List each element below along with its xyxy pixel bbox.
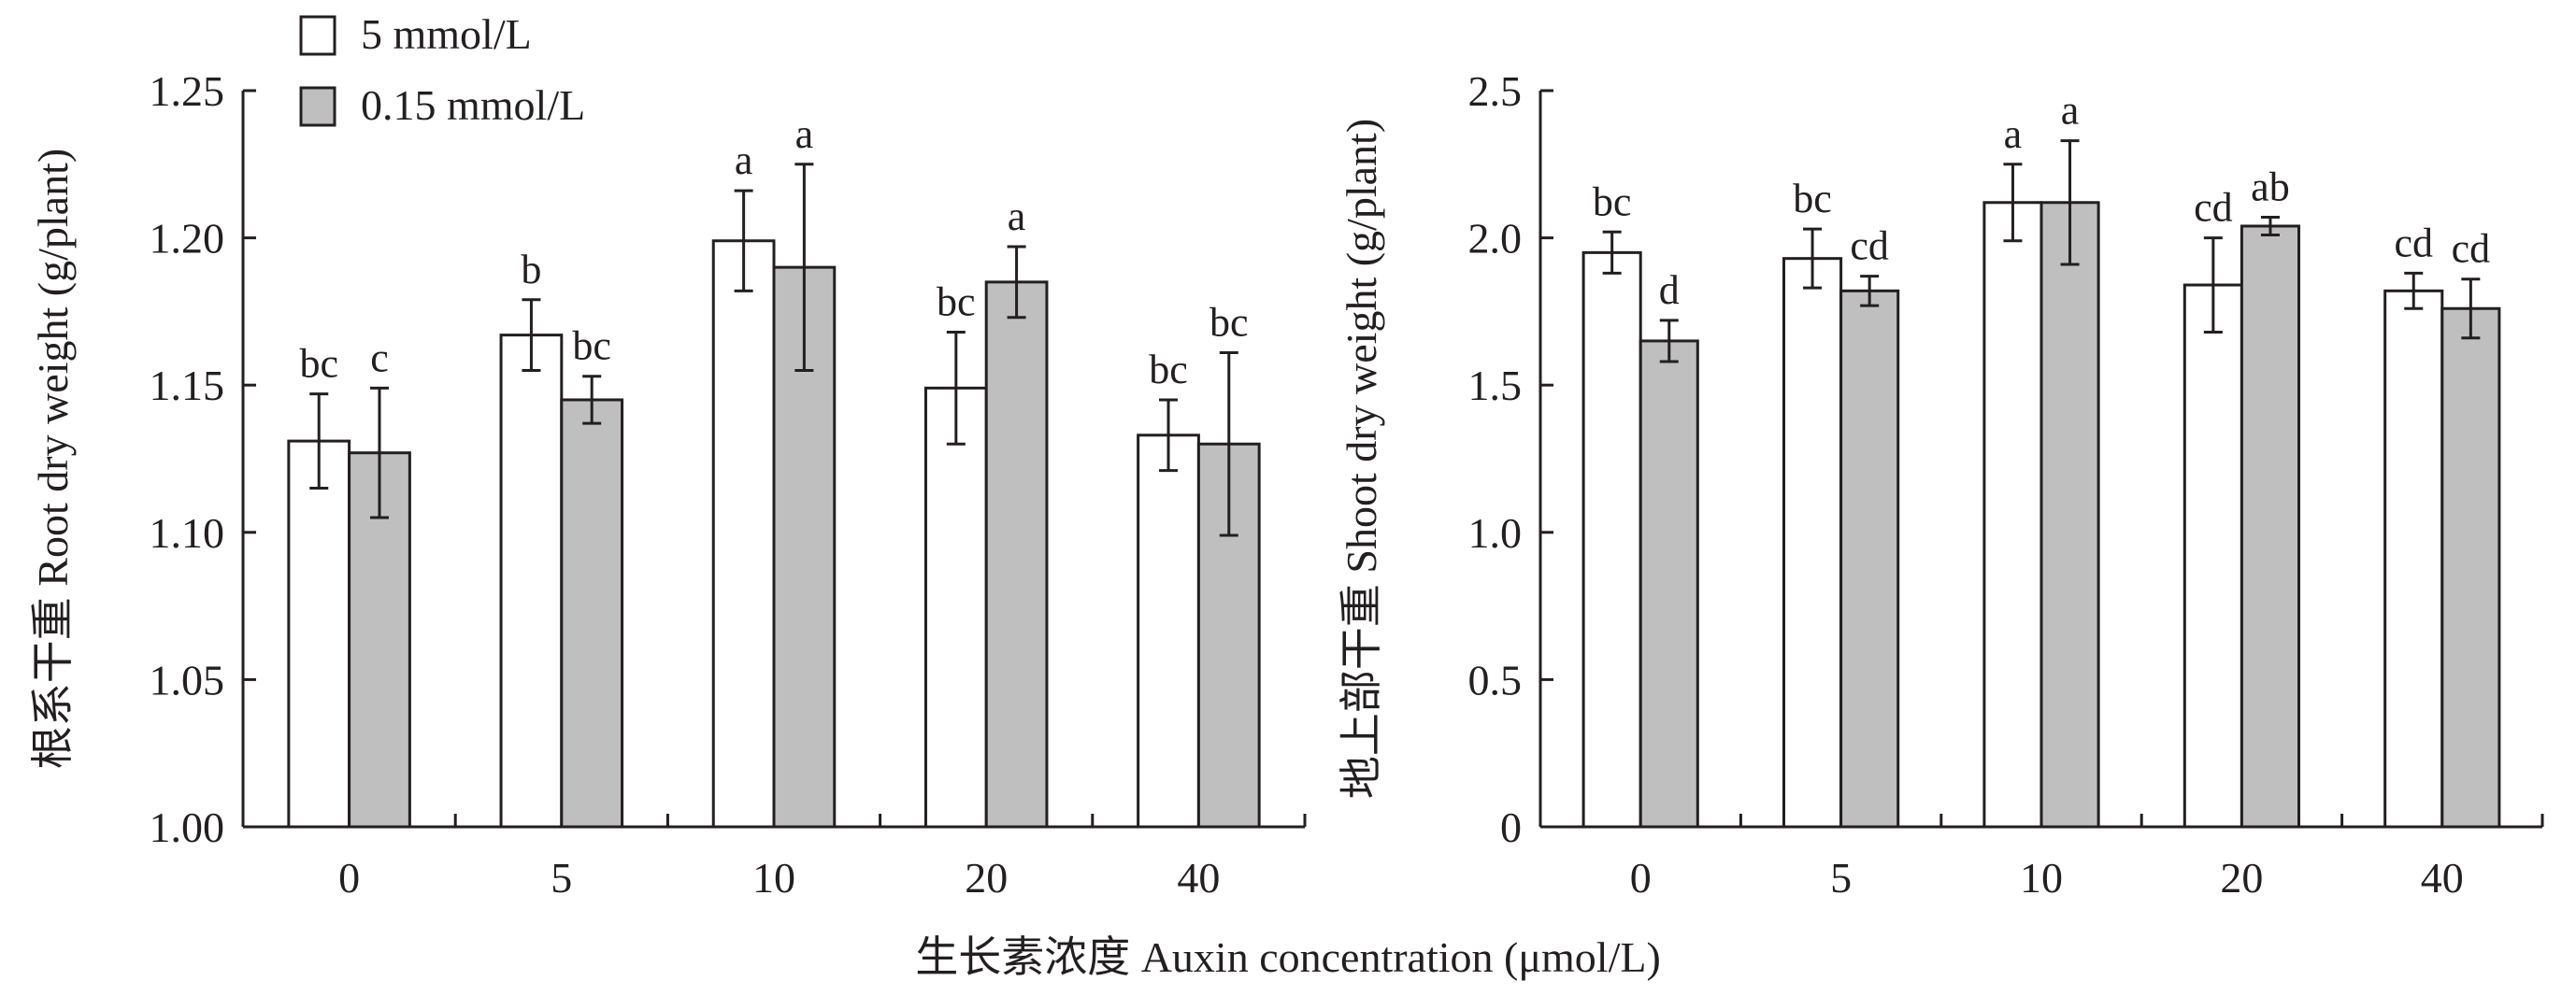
legend: 5 mmol/L 0.15 mmol/L xyxy=(299,10,585,129)
significance-letter: bc xyxy=(1593,178,1632,224)
y-tick-label: 1.5 xyxy=(1468,362,1523,409)
x-tick-label: 5 xyxy=(551,854,572,902)
bar xyxy=(2383,289,2444,829)
significance-letter: bc xyxy=(1793,176,1832,221)
significance-letter: a xyxy=(1008,193,1026,239)
bar xyxy=(1581,250,1642,829)
bar xyxy=(2039,201,2100,829)
significance-letter: a xyxy=(2004,111,2023,157)
significance-letter: cd xyxy=(1850,223,1889,269)
y-tick-label: 1.05 xyxy=(150,656,225,704)
y-tick-label: 1.10 xyxy=(150,509,225,557)
bar xyxy=(1782,257,1843,829)
y-tick-label: 0.5 xyxy=(1468,656,1523,704)
significance-letter: b xyxy=(521,247,541,292)
y-axis-title: 地上部干重 Shoot dry weight (g/plant) xyxy=(1338,119,1385,799)
x-axis-title: 生长素浓度 Auxin concentration (μmol/L) xyxy=(915,933,1661,981)
x-tick-label: 5 xyxy=(1830,854,1852,902)
bar xyxy=(560,398,624,829)
significance-letter: cd xyxy=(2452,226,2491,272)
legend-swatch xyxy=(299,15,336,56)
y-tick-label: 1.00 xyxy=(150,803,225,851)
x-tick-label: 20 xyxy=(2220,854,2263,902)
bar xyxy=(1839,289,1900,829)
significance-letter: ab xyxy=(2251,164,2290,210)
significance-letter: c xyxy=(370,334,389,380)
x-tick-label: 20 xyxy=(965,854,1008,902)
y-tick-label: 1.0 xyxy=(1468,509,1523,557)
legend-label: 0.15 mmol/L xyxy=(361,81,585,129)
significance-letter: a xyxy=(795,111,814,157)
bar xyxy=(2182,283,2243,829)
x-tick-label: 10 xyxy=(2020,854,2063,902)
x-tick-label: 0 xyxy=(1630,854,1652,902)
significance-letter: a xyxy=(2061,88,2080,134)
significance-letter: bc xyxy=(1149,347,1188,392)
significance-letter: a xyxy=(735,137,753,183)
significance-letter: cd xyxy=(2194,185,2233,231)
bar xyxy=(2440,306,2501,829)
y-tick-label: 1.25 xyxy=(150,67,225,115)
bar xyxy=(1982,201,2043,829)
x-tick-label: 0 xyxy=(338,854,360,902)
x-tick-label: 10 xyxy=(752,854,795,902)
y-axis-title: 根系干重 Root dry weight (g/plant) xyxy=(29,149,77,769)
significance-letter: bc xyxy=(937,278,976,324)
bar xyxy=(1639,339,1699,829)
significance-letter: cd xyxy=(2394,220,2433,265)
y-tick-label: 2.0 xyxy=(1468,215,1523,263)
shoot-dry-weight-chart: 0 0.5 1.0 1.5 2.0 2.5 地上部干重 Shoot dry weight (… xyxy=(1338,67,2544,902)
y-tick-label: 1.15 xyxy=(150,362,225,409)
significance-letter: bc xyxy=(572,323,611,369)
bar xyxy=(711,239,776,829)
significance-letter: d xyxy=(1659,267,1680,313)
legend-label: 5 mmol/L xyxy=(361,10,532,58)
legend-swatch xyxy=(299,86,336,127)
y-tick-label: 0 xyxy=(1500,803,1522,851)
significance-letter: bc xyxy=(1209,300,1249,346)
bar xyxy=(923,386,988,829)
x-tick-label: 40 xyxy=(1177,854,1220,902)
y-tick-label: 2.5 xyxy=(1468,67,1523,115)
root-dry-weight-chart: 1.00 1.05 1.10 1.15 1.20 1.25 根系干重 Root dry we… xyxy=(29,67,1307,902)
bar xyxy=(984,280,1049,829)
bar xyxy=(2240,224,2301,829)
bar xyxy=(287,439,351,829)
y-tick-label: 1.20 xyxy=(150,215,225,263)
bar xyxy=(499,334,564,829)
bar xyxy=(1137,434,1200,829)
significance-letter: bc xyxy=(299,341,338,387)
x-tick-label: 40 xyxy=(2421,854,2464,902)
